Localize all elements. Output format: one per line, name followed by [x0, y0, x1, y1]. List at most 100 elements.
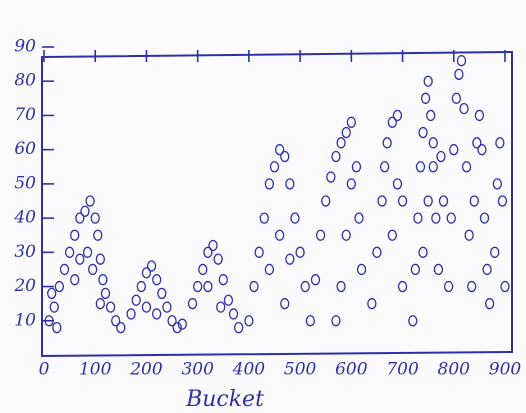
x-tick-label: 900	[489, 360, 522, 380]
point	[136, 280, 146, 293]
point	[408, 315, 418, 327]
point	[157, 287, 167, 300]
point	[413, 212, 423, 224]
point	[146, 260, 157, 272]
point	[187, 298, 198, 310]
point	[47, 287, 57, 300]
point	[285, 178, 295, 190]
point	[467, 280, 477, 293]
point	[438, 195, 449, 207]
point	[274, 229, 285, 241]
point	[336, 280, 346, 293]
point	[392, 178, 403, 190]
y-tick-label: 10	[14, 310, 36, 330]
point	[49, 301, 59, 313]
point	[218, 274, 228, 286]
point	[418, 126, 428, 139]
point	[198, 263, 208, 276]
point	[377, 195, 387, 207]
point	[100, 287, 111, 300]
point	[90, 212, 100, 224]
point	[382, 137, 392, 149]
point	[285, 253, 295, 265]
point	[446, 212, 456, 224]
point	[216, 301, 226, 313]
point	[351, 161, 362, 173]
point	[249, 280, 259, 293]
point	[280, 150, 290, 163]
y-tick-label: 20	[13, 276, 36, 296]
point	[52, 321, 62, 334]
y-tick-label: 30	[14, 242, 36, 262]
point	[392, 109, 403, 122]
point	[95, 253, 105, 265]
point	[116, 321, 126, 334]
point	[93, 229, 103, 241]
point	[428, 161, 438, 173]
point	[449, 144, 459, 156]
x-tick-label: 400	[232, 360, 266, 380]
point	[346, 116, 356, 128]
y-tick-label: 40	[13, 208, 36, 228]
point	[75, 212, 85, 224]
point	[336, 137, 346, 149]
point	[356, 263, 367, 276]
point	[331, 315, 341, 327]
point	[420, 92, 431, 104]
point	[82, 246, 93, 258]
point	[141, 301, 152, 313]
point	[484, 298, 495, 310]
point	[315, 229, 326, 241]
x-tick-label: 300	[181, 360, 214, 380]
x-tick-label: 600	[335, 360, 368, 380]
point	[326, 171, 336, 183]
x-tick-label: 500	[284, 360, 317, 380]
point	[321, 195, 331, 207]
point	[436, 150, 446, 163]
point	[193, 280, 203, 293]
point	[387, 116, 397, 128]
point	[444, 280, 454, 293]
point	[203, 280, 213, 293]
y-tick-label: 90	[14, 37, 36, 57]
point	[177, 318, 187, 330]
point	[454, 68, 464, 81]
x-tick-label: 100	[79, 360, 112, 380]
point	[300, 280, 310, 293]
point	[269, 161, 280, 173]
point	[397, 195, 408, 207]
point	[423, 195, 433, 207]
point	[433, 263, 444, 276]
point	[426, 109, 436, 122]
point	[492, 178, 502, 190]
point	[482, 263, 492, 276]
point	[64, 246, 75, 258]
point	[372, 246, 382, 258]
point	[477, 144, 487, 156]
x-tick-label: 200	[129, 360, 163, 380]
point	[459, 102, 469, 115]
point	[410, 263, 421, 276]
point	[461, 161, 472, 173]
point	[70, 274, 80, 286]
point	[244, 315, 254, 327]
point	[431, 212, 441, 224]
point	[111, 315, 121, 327]
point	[167, 315, 177, 327]
point	[254, 246, 264, 258]
point	[126, 308, 136, 320]
point	[259, 212, 269, 224]
y-tick-label: 50	[14, 173, 36, 193]
point	[264, 178, 275, 190]
point	[54, 280, 65, 293]
point	[70, 229, 80, 241]
plot-frame	[41, 50, 513, 358]
point	[131, 294, 141, 306]
point	[305, 315, 316, 327]
point	[223, 294, 234, 306]
point	[172, 321, 182, 334]
point	[152, 308, 162, 320]
point	[379, 161, 390, 173]
point	[88, 263, 98, 276]
